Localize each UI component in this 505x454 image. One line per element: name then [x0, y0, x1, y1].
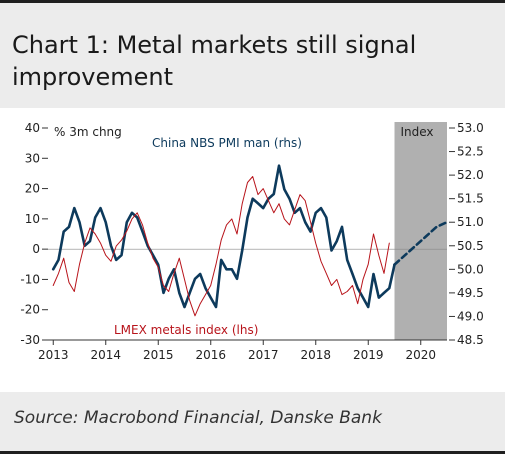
right-tick-label: 51.5 — [457, 192, 484, 206]
x-tick-label: 2017 — [248, 348, 279, 362]
chart-footer: Source: Macrobond Financial, Danske Bank — [0, 392, 505, 454]
left-tick-label: -30 — [20, 333, 40, 347]
x-tick-label: 2015 — [143, 348, 174, 362]
right-tick-label: 51.0 — [457, 215, 484, 229]
pmi-annotation: China NBS PMI man (rhs) — [152, 136, 302, 150]
right-tick-label: 52.5 — [457, 145, 484, 159]
pmi-forecast-line — [393, 220, 449, 266]
x-tick-label: 2014 — [90, 348, 121, 362]
left-tick-label: 30 — [25, 151, 40, 165]
left-tick-label: -10 — [20, 272, 40, 286]
forecast-shade — [394, 122, 447, 340]
left-tick-label: -20 — [20, 303, 40, 317]
chart-title: Chart 1: Metal markets still signal impr… — [12, 31, 417, 91]
right-tick-label: 50.0 — [457, 262, 484, 276]
line-chart: 40 30 20 10 0 -10 -20 -30 53.0 52.5 52.0 51.5 51.0 50… — [20, 121, 484, 362]
left-tick-label: 10 — [25, 212, 40, 226]
x-tick-label: 2016 — [195, 348, 226, 362]
right-tick-label: 48.5 — [457, 333, 484, 347]
x-tick-label: 2018 — [300, 348, 331, 362]
left-axis-note: % 3m chng — [54, 125, 122, 139]
lmex-series-line — [52, 176, 390, 317]
left-tick-label: 20 — [25, 182, 40, 196]
lmex-annotation: LMEX metals index (lhs) — [114, 323, 258, 337]
right-tick-label: 50.5 — [457, 239, 484, 253]
pmi-series-line — [51, 164, 396, 309]
right-tick-label: 49.5 — [457, 286, 484, 300]
x-tick-label: 2013 — [38, 348, 69, 362]
left-tick-label: 0 — [32, 242, 40, 256]
chart-area: 40 30 20 10 0 -10 -20 -30 53.0 52.5 52.0 51.5 51.0 50… — [0, 108, 505, 388]
left-tick-label: 40 — [25, 121, 40, 135]
right-tick-label: 53.0 — [457, 121, 484, 135]
right-tick-label: 52.0 — [457, 168, 484, 182]
chart-header: Chart 1: Metal markets still signal impr… — [0, 0, 505, 108]
x-tick-label: 2019 — [353, 348, 384, 362]
x-tick-label: 2020 — [405, 348, 436, 362]
right-tick-label: 49.0 — [457, 309, 484, 323]
right-axis-note: Index — [401, 125, 434, 139]
source-text: Source: Macrobond Financial, Danske Bank — [14, 408, 382, 428]
